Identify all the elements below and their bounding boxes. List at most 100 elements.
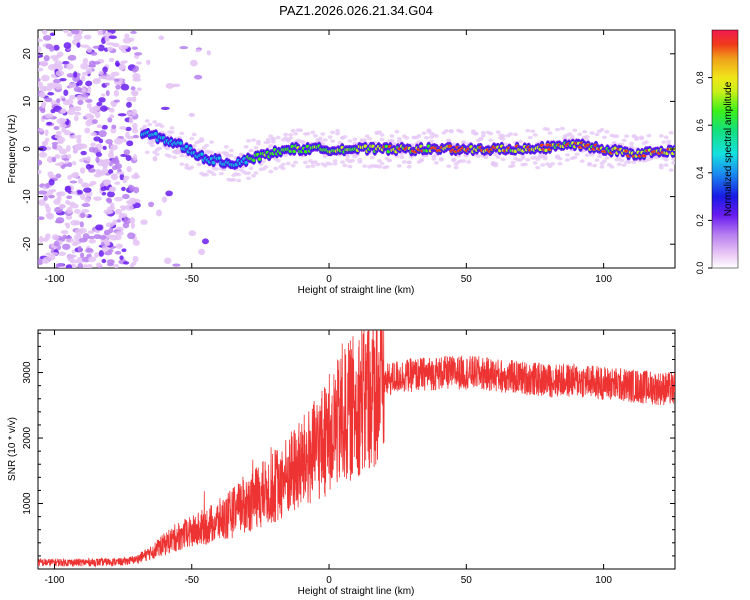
heat-noise-cell	[161, 196, 168, 203]
heat-noise-cell	[121, 207, 126, 211]
heat-noise-cell	[121, 248, 127, 253]
heat-halo-cell	[554, 127, 560, 132]
heat-noise-cell	[80, 212, 86, 219]
heat-noise-cell	[74, 144, 83, 151]
heat-ridge-core	[178, 141, 183, 146]
heat-halo-cell	[273, 166, 279, 171]
heat-halo-cell	[246, 171, 252, 175]
heat-noise-cell	[96, 124, 103, 129]
heat-halo-cell	[384, 165, 390, 169]
heat-noise-cell	[132, 127, 138, 134]
heat-noise-cell	[62, 30, 69, 34]
heat-noise-cell	[123, 149, 131, 156]
heat-noise-cell	[130, 30, 137, 34]
heat-noise-cell	[108, 169, 114, 174]
heat-noise-cell	[80, 62, 89, 70]
heat-noise-cell	[105, 197, 112, 203]
heat-noise-cell	[126, 140, 134, 147]
heat-noise-cell	[198, 248, 206, 256]
heat-halo-cell	[461, 140, 467, 144]
x-tick-label: 0	[326, 575, 332, 586]
heat-halo-cell	[584, 135, 590, 139]
heat-noise-cell	[88, 238, 97, 244]
spectrogram-x-ticks: -100 -50 0 50 100	[44, 30, 612, 285]
heat-noise-cell	[38, 190, 47, 195]
heat-noise-cell	[47, 91, 55, 96]
heat-noise-cell	[77, 245, 82, 253]
heat-halo-cell	[532, 161, 538, 165]
heat-halo-cell	[451, 142, 457, 146]
heat-halo-cell	[421, 131, 427, 136]
x-tick-label: 0	[326, 274, 332, 285]
heat-halo-cell	[342, 163, 348, 168]
heat-noise-cell	[58, 266, 66, 268]
heat-noise-cell	[132, 72, 141, 80]
heat-noise-cell	[103, 229, 111, 236]
heat-noise-cell	[110, 127, 117, 134]
heat-noise-cell	[188, 112, 195, 118]
heat-halo-cell	[446, 164, 452, 169]
heat-noise-cell	[132, 122, 138, 130]
heat-noise-cell	[49, 32, 56, 37]
heat-noise-cell	[63, 130, 72, 136]
heat-halo-cell	[174, 151, 180, 155]
heat-noise-cell	[67, 54, 77, 61]
heat-noise-cell	[52, 57, 59, 62]
heat-noise-cell	[106, 263, 114, 267]
x-tick-label: 50	[461, 274, 473, 285]
heat-noise-cell	[79, 167, 86, 174]
heat-noise-cell	[86, 46, 93, 53]
heat-noise-cell	[111, 124, 117, 129]
heat-noise-cell	[101, 124, 108, 130]
heat-noise-cell	[54, 83, 63, 90]
heat-halo-cell	[619, 158, 625, 163]
heat-noise-cell	[107, 77, 115, 81]
heat-halo-cell	[589, 131, 595, 135]
heat-noise-cell	[105, 90, 110, 97]
heat-halo-cell	[253, 171, 259, 175]
heat-noise-cell	[73, 105, 82, 112]
heat-ridge-core	[153, 131, 158, 136]
heat-halo-cell	[149, 143, 155, 148]
heat-noise-cell	[66, 154, 72, 160]
heat-halo-cell	[399, 155, 405, 159]
heat-noise-cell	[55, 173, 62, 179]
heat-noise-cell	[56, 98, 61, 103]
heat-halo-cell	[626, 160, 632, 164]
heat-noise-cell	[38, 199, 46, 206]
heat-halo-cell	[285, 138, 291, 143]
heat-noise-cell	[60, 229, 69, 235]
heat-noise-cell	[46, 121, 53, 126]
heat-noise-cell	[59, 123, 67, 128]
colorbar-tick-label: 0.0	[695, 262, 705, 275]
heat-noise-cell	[84, 113, 93, 119]
heat-halo-cell	[347, 164, 353, 169]
heat-halo-cell	[663, 163, 669, 167]
heat-halo-cell	[322, 138, 328, 142]
heat-halo-cell	[406, 165, 412, 169]
heat-noise-cell	[122, 193, 130, 200]
heat-noise-cell	[53, 240, 60, 247]
heat-noise-cell	[38, 91, 46, 99]
heat-noise-cell	[61, 97, 66, 102]
heat-noise-cell	[103, 180, 109, 187]
heat-halo-cell	[480, 133, 486, 138]
heat-noise-cell	[85, 67, 93, 74]
heat-halo-cell	[290, 163, 296, 168]
snr-y-label: SNR (10 * v/v)	[7, 417, 18, 481]
y-tick-label: -10	[22, 189, 33, 204]
heat-halo-cell	[520, 154, 526, 159]
heat-halo-cell	[663, 158, 669, 162]
heat-halo-cell	[594, 158, 600, 163]
heat-halo-cell	[433, 134, 439, 138]
heat-noise-cell	[51, 234, 60, 241]
heat-noise-cell	[45, 146, 52, 151]
heat-noise-cell	[101, 191, 107, 196]
heat-noise-cell	[80, 193, 86, 200]
heat-noise-cell	[102, 66, 108, 73]
heat-halo-cell	[352, 137, 358, 142]
heat-halo-cell	[480, 130, 486, 135]
heat-noise-cell	[62, 61, 70, 65]
heat-halo-cell	[377, 130, 383, 134]
heat-halo-cell	[283, 132, 289, 137]
